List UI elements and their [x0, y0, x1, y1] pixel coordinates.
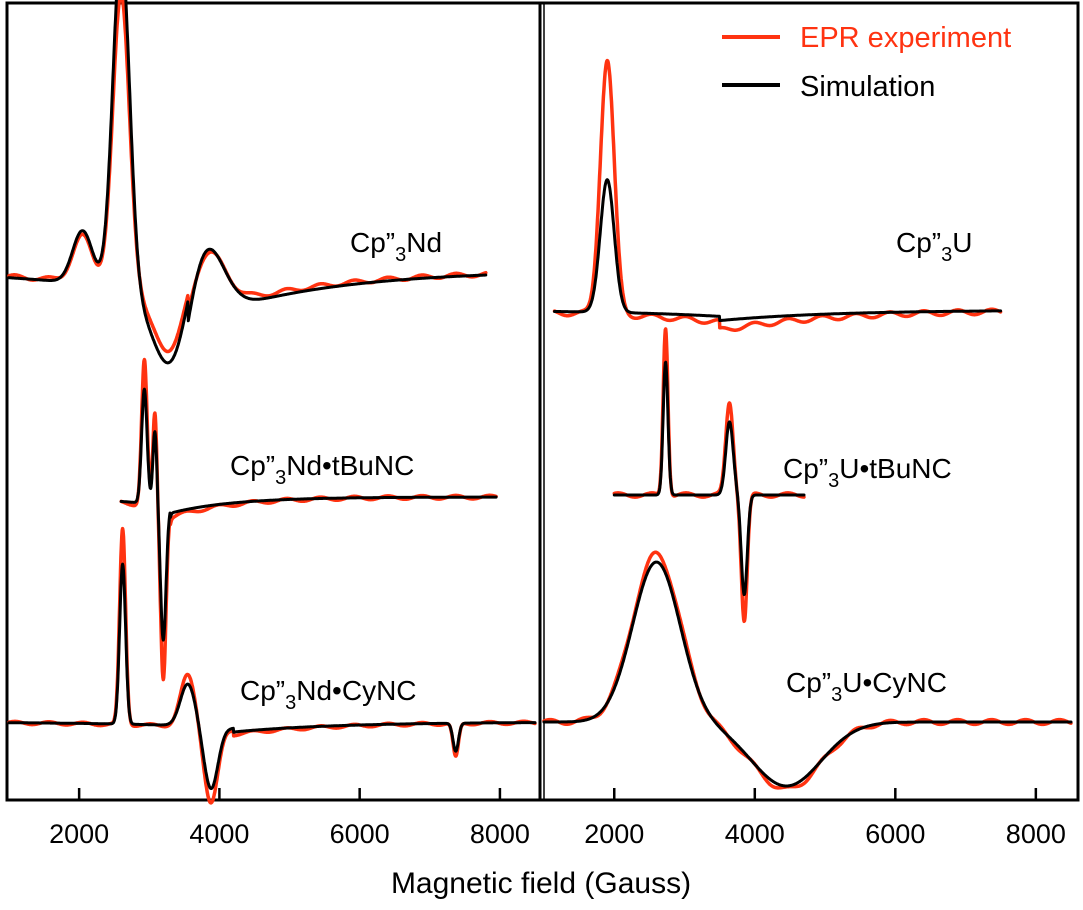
x-tick-label-left-2000: 2000	[49, 819, 109, 849]
cp3nd_cync-label: Cp”3Nd•CyNC	[240, 675, 417, 714]
cp3u_tbunc-label: Cp”3U•tBuNC	[783, 453, 952, 492]
x-axis-label: Magnetic field (Gauss)	[391, 867, 691, 900]
x-tick-label-left-6000: 6000	[330, 819, 390, 849]
x-tick-label-left-4000: 4000	[189, 819, 249, 849]
cp3u_cync-label: Cp”3U•CyNC	[786, 667, 947, 706]
cp3nd_cync-experiment-trace	[7, 526, 537, 805]
cp3nd-simulation-trace	[7, 0, 488, 365]
right-panel-frame	[538, 1, 1080, 802]
legend: EPR experiment Simulation	[722, 22, 1011, 103]
cp3u-simulation-trace	[553, 178, 1003, 323]
cp3nd-label: Cp”3Nd	[350, 227, 442, 266]
traces-layer	[7, 0, 1073, 805]
cp3u_tbunc-simulation-trace	[612, 360, 806, 597]
x-axis-ticks: 2000 4000 6000 8000 2000 4000 6000 8000	[49, 788, 1066, 849]
x-tick-label-right-4000: 4000	[725, 819, 785, 849]
legend-label-experiment: EPR experiment	[800, 22, 1011, 54]
cp3nd_tbunc-simulation-trace	[119, 387, 498, 642]
cp3nd_tbunc-experiment-trace	[119, 357, 498, 682]
cp3u_cync-simulation-trace	[542, 560, 1073, 788]
x-tick-label-right-8000: 8000	[1006, 819, 1066, 849]
x-tick-label-left-8000: 8000	[470, 819, 530, 849]
cp3u-label: Cp”3U	[896, 227, 972, 266]
x-tick-label-right-6000: 6000	[865, 819, 925, 849]
spectrum-labels: Cp”3Nd Cp”3Nd•tBuNC Cp”3Nd•CyNC Cp”3U Cp”3U•…	[230, 227, 972, 714]
cp3nd_cync-simulation-trace	[7, 562, 537, 790]
x-tick-label-right-2000: 2000	[584, 819, 644, 849]
cp3nd_tbunc-label: Cp”3Nd•tBuNC	[230, 450, 414, 489]
legend-label-simulation: Simulation	[800, 71, 935, 103]
